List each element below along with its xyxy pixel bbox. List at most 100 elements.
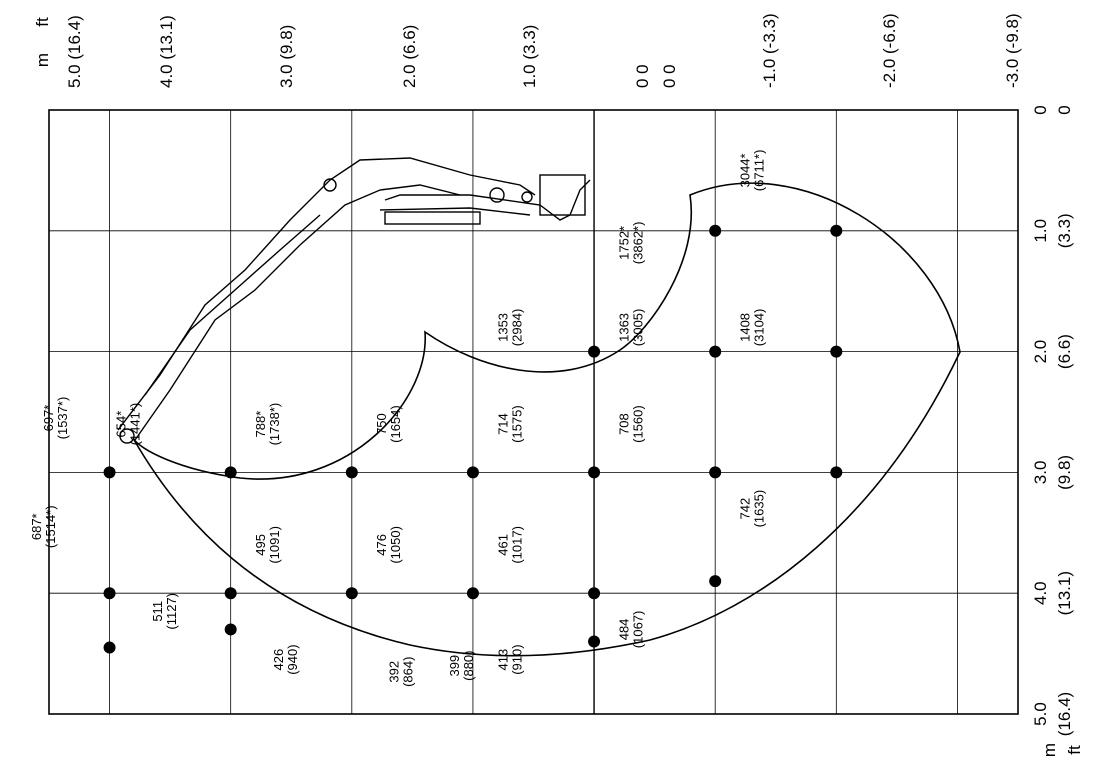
- capacity-label: 750 (1654): [374, 405, 403, 443]
- top-axis-label: 3.0 (9.8): [277, 25, 296, 88]
- right-axis-label: 1.0 (3.3): [1031, 213, 1074, 248]
- capacity-lb: (6711*): [752, 150, 767, 192]
- capacity-lb: (1441*): [128, 403, 143, 446]
- capacity-point: [709, 466, 722, 479]
- capacity-point: [588, 466, 601, 479]
- capacity-point: [830, 345, 843, 358]
- top-axis-label: -1.0 (-3.3): [760, 13, 779, 88]
- boom-outline: [117, 157, 536, 431]
- capacity-label: 495 (1091): [253, 526, 282, 564]
- top-axis-label: 5.0 (16.4): [65, 15, 84, 88]
- capacity-label: 3044* (6711*): [738, 150, 767, 192]
- capacity-point: [224, 587, 237, 600]
- capacity-lb: (1537*): [55, 397, 70, 440]
- capacity-label: 413 (910): [495, 644, 524, 674]
- capacity-kg: 697*: [41, 405, 56, 432]
- right-axis-metric: 1.0: [1031, 219, 1050, 243]
- capacity-point: [588, 345, 601, 358]
- capacity-label: 714 (1575): [495, 405, 524, 443]
- capacity-lb: (864): [400, 657, 415, 687]
- top-axis-label: -3.0 (-9.8): [1003, 13, 1022, 88]
- right-axis-metric: 2.0: [1031, 340, 1050, 364]
- capacity-lb: (1127): [164, 593, 179, 630]
- capacity-lb: (1067): [630, 611, 645, 649]
- capacity-lb: (1050): [388, 526, 403, 564]
- capacity-lb: (1635): [752, 490, 767, 528]
- capacity-label: 1353 (2984): [495, 309, 524, 347]
- right-axis-label: 2.0 (6.6): [1031, 334, 1074, 369]
- right-axis-metric: 0: [1031, 105, 1050, 114]
- top-axis-label: 1.0 (3.3): [520, 25, 539, 88]
- capacity-point: [588, 635, 601, 648]
- right-axis-label: 3.0 (9.8): [1031, 455, 1074, 490]
- right-axis-label: 4.0 (13.1): [1031, 571, 1074, 615]
- capacity-label: 697* (1537*): [41, 397, 70, 440]
- boom-lower-outline: [134, 184, 461, 441]
- capacity-label: 708 (1560): [616, 405, 645, 443]
- capacity-label: 426 (940): [271, 644, 300, 674]
- capacity-point: [830, 466, 843, 479]
- capacity-kg: 654*: [114, 411, 129, 438]
- capacity-lb: (1738*): [267, 403, 282, 446]
- right-axis-imperial: (9.8): [1055, 455, 1074, 490]
- capacity-label: 511 (1127): [150, 593, 179, 630]
- capacity-lb: (3005): [630, 309, 645, 347]
- cylinder-rod: [384, 211, 481, 225]
- capacity-point: [103, 466, 116, 479]
- top-axis-label: 0 0: [660, 64, 679, 88]
- top-axis-label: 0 0: [633, 64, 652, 88]
- capacity-lb: (3862*): [630, 222, 645, 265]
- capacity-label: 1363 (3005): [616, 309, 645, 347]
- bucket-attachment: [539, 174, 586, 216]
- capacity-lb: (1560): [630, 405, 645, 443]
- capacity-point: [709, 345, 722, 358]
- capacity-point: [103, 587, 116, 600]
- unit-secondary-bottom: ft: [1065, 745, 1084, 755]
- right-axis-metric: 4.0: [1031, 581, 1050, 605]
- capacity-point: [709, 224, 722, 237]
- capacity-lb: (940): [285, 644, 300, 674]
- capacity-point: [103, 641, 116, 654]
- unit-primary-top: m: [33, 53, 52, 67]
- capacity-point: [345, 587, 358, 600]
- chart-frame: [48, 109, 1019, 715]
- top-axis-label: -2.0 (-6.6): [880, 13, 899, 88]
- unit-legend-top: m ft: [33, 17, 52, 67]
- capacity-kg: 399: [447, 655, 462, 677]
- capacity-label: 742 (1635): [738, 490, 767, 528]
- capacity-kg: 1752*: [616, 226, 631, 260]
- unit-secondary-top: ft: [33, 17, 52, 27]
- right-axis-imperial: (6.6): [1055, 334, 1074, 369]
- dipper-pivot: [489, 187, 505, 203]
- grid-lines: [49, 110, 1018, 714]
- arm-pivot: [323, 178, 337, 192]
- capacity-point: [224, 623, 237, 636]
- dipper-outline: [384, 179, 591, 221]
- capacity-lb: (1654): [388, 405, 403, 443]
- capacity-label: 1408 (3104): [738, 309, 767, 347]
- capacity-lb: (910): [509, 644, 524, 674]
- capacity-kg: 750: [374, 413, 389, 435]
- top-axis-label: 2.0 (6.6): [400, 25, 419, 88]
- capacity-kg: 742: [738, 498, 753, 520]
- capacity-label: 1752* (3862*): [616, 222, 645, 265]
- right-axis-label: 5.0 (16.4): [1031, 692, 1074, 736]
- capacity-kg: 708: [616, 413, 631, 435]
- capacity-label: 399 (880): [447, 651, 476, 681]
- capacity-kg: 484: [616, 619, 631, 641]
- capacity-kg: 687*: [29, 513, 44, 540]
- capacity-kg: 392: [386, 661, 401, 683]
- capacity-kg: 495: [253, 534, 268, 556]
- right-axis-imperial: (16.4): [1055, 692, 1074, 736]
- capacity-point: [588, 587, 601, 600]
- capacity-lb: (880): [461, 651, 476, 681]
- bucket-cylinder: [379, 207, 531, 216]
- capacity-kg: 511: [150, 601, 165, 622]
- capacity-kg: 1353: [495, 313, 510, 342]
- capacity-point: [466, 466, 479, 479]
- right-axis-metric: 5.0: [1031, 702, 1050, 726]
- boom-pivot: [119, 428, 135, 444]
- capacity-label: 392 (864): [386, 657, 415, 687]
